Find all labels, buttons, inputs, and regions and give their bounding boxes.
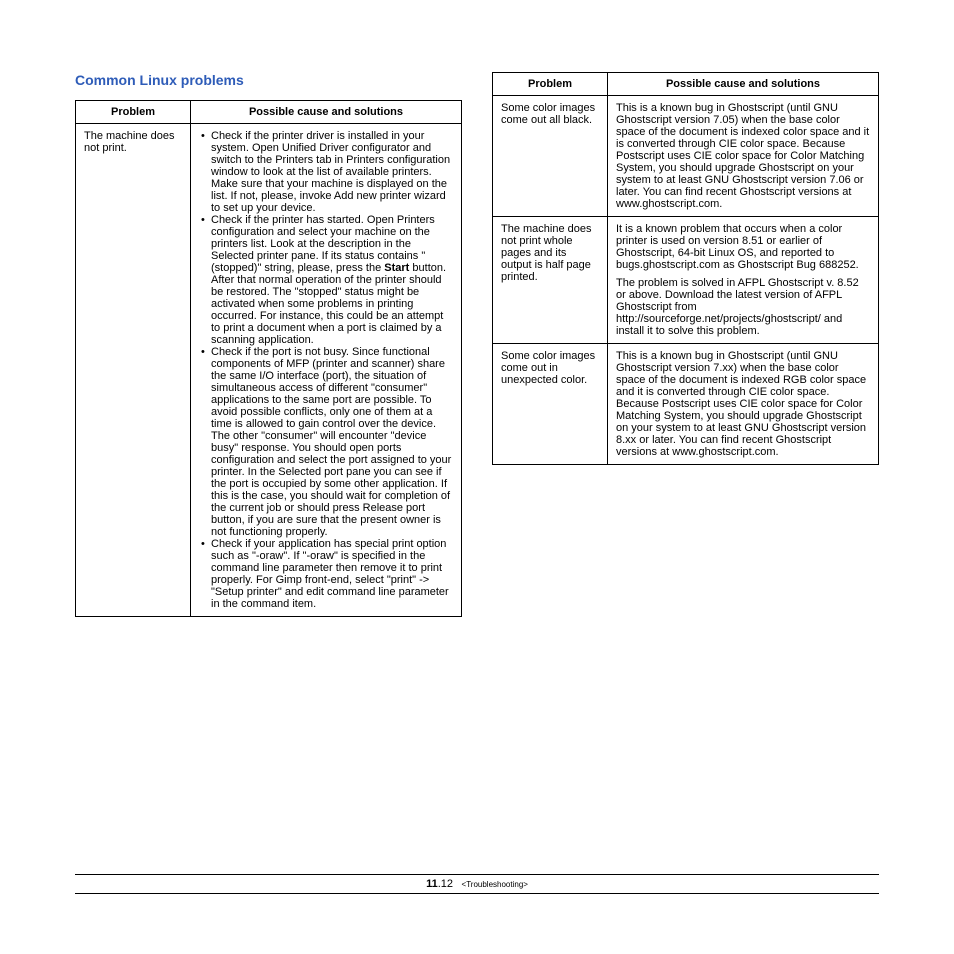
header-problem: Problem (76, 101, 191, 124)
solution-para: It is a known problem that occurs when a… (616, 223, 870, 271)
left-column: Common Linux problems Problem Possible c… (75, 72, 462, 617)
page-number: .12 (438, 878, 453, 890)
table-row: Some color images come out in unexpected… (493, 344, 879, 465)
solution-cell: It is a known problem that occurs when a… (608, 217, 879, 344)
troubleshoot-table-left: Problem Possible cause and solutions The… (75, 100, 462, 617)
list-item: Check if the printer driver is installed… (199, 130, 453, 214)
problem-cell: The machine does not print whole pages a… (493, 217, 608, 344)
footer-section: <Troubleshooting> (462, 880, 528, 889)
problem-cell: The machine does not print. (76, 124, 191, 617)
right-column: Problem Possible cause and solutions Som… (492, 72, 879, 617)
header-problem: Problem (493, 73, 608, 96)
list-item: Check if the port is not busy. Since fun… (199, 346, 453, 538)
solution-para: This is a known bug in Ghostscript (unti… (616, 102, 870, 210)
solution-para: The problem is solved in AFPL Ghostscrip… (616, 277, 870, 337)
solution-para: This is a known bug in Ghostscript (unti… (616, 350, 870, 458)
problem-cell: Some color images come out all black. (493, 96, 608, 217)
solution-cell: This is a known bug in Ghostscript (unti… (608, 344, 879, 465)
section-title: Common Linux problems (75, 72, 462, 88)
page-content: Common Linux problems Problem Possible c… (75, 72, 879, 617)
solution-list: Check if the printer driver is installed… (199, 130, 453, 610)
list-item: Check if your application has special pr… (199, 538, 453, 610)
table-row: Some color images come out all black. Th… (493, 96, 879, 217)
solution-cell: This is a known bug in Ghostscript (unti… (608, 96, 879, 217)
header-solution: Possible cause and solutions (608, 73, 879, 96)
troubleshoot-table-right: Problem Possible cause and solutions Som… (492, 72, 879, 465)
table-row: The machine does not print whole pages a… (493, 217, 879, 344)
page-footer: 11.12 <Troubleshooting> (75, 874, 879, 894)
solution-cell: Check if the printer driver is installed… (191, 124, 462, 617)
chapter-number: 11 (426, 878, 438, 890)
header-solution: Possible cause and solutions (191, 101, 462, 124)
table-row: The machine does not print. Check if the… (76, 124, 462, 617)
list-item: Check if the printer has started. Open P… (199, 214, 453, 346)
problem-cell: Some color images come out in unexpected… (493, 344, 608, 465)
